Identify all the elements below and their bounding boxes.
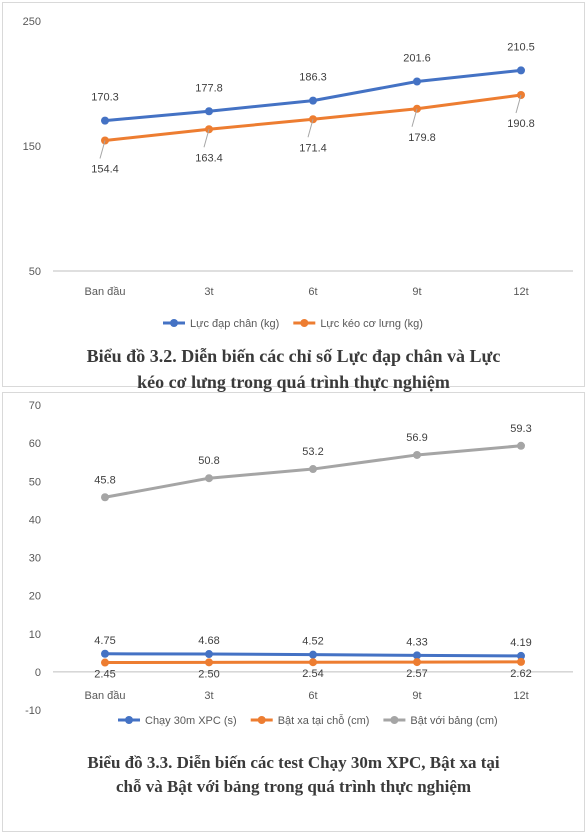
chart-2-data-label: 4.68 [198, 635, 219, 647]
chart-2-data-label: 2.62 [510, 668, 531, 680]
chart-1-data-label: 210.5 [507, 41, 535, 53]
chart-2-data-point [205, 650, 213, 659]
chart-1-data-label: 177.8 [195, 82, 223, 94]
chart-2-x-tick: 12t [513, 690, 528, 702]
chart-2-data-point [205, 474, 213, 483]
chart-2-data-point [205, 658, 213, 667]
chart-2-data-label: 59.3 [510, 423, 531, 435]
chart-1-data-point [101, 116, 109, 125]
chart-2-data-label: 45.8 [94, 474, 115, 486]
chart-2-svg: -10 0 10 20 30 40 50 60 70 Ban đầu 3t 6t 9t 12t 4.75 4.… [25, 400, 573, 727]
chart-1-y-tick: 150 [23, 141, 41, 153]
chart-2-legend-entry: Chạy 30m XPC (s) [145, 715, 237, 727]
chart-2-data-point [413, 658, 421, 667]
chart-1-data-label: 179.8 [408, 132, 436, 144]
chart-1-data-point [517, 66, 525, 75]
chart-2-data-point [101, 658, 109, 667]
chart-2-data-label: 2.45 [94, 669, 115, 681]
chart-2-data-point [309, 658, 317, 667]
chart-2-legend-entry: Bật với bảng (cm) [410, 715, 497, 727]
chart-2-y-tick: 30 [29, 553, 41, 565]
chart-2-data-point [309, 650, 317, 659]
chart-1-x-tick: 12t [513, 286, 528, 298]
chart-1-legend-entry: Lực kéo cơ lưng (kg) [320, 318, 423, 330]
chart-2-y-tick: 70 [29, 400, 41, 412]
chart-2-y-tick: 20 [29, 591, 41, 603]
chart-1-data-label: 171.4 [299, 142, 327, 154]
chart-2-data-label: 50.8 [198, 455, 219, 467]
chart-2-data-label: 4.19 [510, 637, 531, 649]
chart-1-data-point [309, 96, 317, 105]
chart-panel-1: 50 150 250 Ban đầu 3t 6t 9t 12t 170.3 177.8 186.3 2… [2, 2, 585, 392]
chart-2-data-label: 53.2 [302, 446, 323, 458]
chart-1-x-tick: 9t [412, 286, 421, 298]
chart-1-label-leader [307, 119, 314, 138]
chart-2-x-tick: 3t [204, 690, 213, 702]
chart-1-label-leader [515, 94, 522, 114]
chart-2-x-tick: 9t [412, 690, 421, 702]
chart-1-caption: Biểu đồ 3.2. Diễn biến các chỉ số Lực đạ… [3, 343, 584, 395]
chart-1-data-point [413, 77, 421, 86]
chart-2-legend-swatch-marker [257, 716, 266, 724]
chart-2-caption-line-1: Biểu đồ 3.3. Diễn biến các test Chạy 30m… [87, 753, 500, 772]
chart-1-x-tick: Ban đầu [85, 286, 126, 298]
chart-2-y-tick: 50 [29, 476, 41, 488]
chart-1-label-leader [411, 108, 418, 127]
chart-2-y-tick: 0 [35, 667, 41, 679]
chart-2-legend-swatch-marker [390, 716, 399, 724]
chart-2-data-label: 56.9 [406, 432, 427, 444]
chart-2-data-point [309, 465, 317, 474]
chart-2-data-label: 4.75 [94, 635, 115, 647]
chart-1-data-label: 170.3 [91, 92, 119, 104]
chart-1-data-label: 201.6 [403, 53, 431, 65]
chart-2-data-point [517, 441, 525, 450]
chart-2-legend-entry: Bật xa tại chỗ (cm) [278, 714, 370, 727]
chart-1-caption-line-2: kéo cơ lưng trong quá trình thực nghiệm [137, 372, 450, 392]
chart-2-data-label: 2.50 [198, 668, 219, 680]
chart-2-y-tick: 40 [29, 514, 41, 526]
chart-1-label-leader [99, 140, 106, 159]
chart-2-data-label: 4.52 [302, 636, 323, 648]
chart-1-y-tick: 250 [23, 16, 41, 28]
chart-1-data-label: 190.8 [507, 118, 535, 130]
chart-1-legend-entry: Lực đạp chân (kg) [190, 318, 279, 330]
chart-2-y-tick: 60 [29, 438, 41, 450]
chart-1-data-label: 154.4 [91, 164, 119, 176]
chart-2-data-point [101, 493, 109, 502]
chart-2-data-point [413, 651, 421, 660]
chart-2-data-point [413, 450, 421, 459]
chart-1-data-point [205, 107, 213, 116]
chart-2-x-tick: 6t [308, 690, 317, 702]
chart-1-y-tick: 50 [29, 266, 41, 278]
chart-2-legend-swatch-marker [125, 716, 133, 724]
chart-2-y-tick: 10 [29, 629, 41, 641]
chart-1-legend-swatch-marker [300, 319, 309, 327]
chart-1-data-label: 163.4 [195, 152, 223, 164]
chart-1-x-tick: 6t [308, 286, 317, 298]
chart-1-caption-line-1: Biểu đồ 3.2. Diễn biến các chỉ số Lực đạ… [86, 346, 501, 366]
chart-2-data-point [517, 657, 525, 666]
chart-2-data-label: 2.54 [302, 668, 323, 680]
chart-2-y-tick: -10 [25, 705, 41, 717]
chart-1-legend-swatch-marker [170, 319, 178, 327]
chart-1-x-tick: 3t [204, 286, 213, 298]
chart-2-caption: Biểu đồ 3.3. Diễn biến các test Chạy 30m… [3, 751, 584, 799]
chart-1-label-leader [203, 129, 210, 148]
chart-1-data-label: 186.3 [299, 72, 327, 84]
chart-2-caption-line-2: chỗ và Bật với bảng trong quá trình thực… [115, 777, 472, 796]
chart-2-x-tick: Ban đầu [85, 690, 126, 702]
chart-2-data-label: 2.57 [406, 668, 427, 680]
chart-2-data-point [101, 649, 109, 658]
chart-2-data-label: 4.33 [406, 636, 427, 648]
chart-panel-2: -10 0 10 20 30 40 50 60 70 Ban đầu 3t 6t 9t 12t 4.75 4.… [2, 392, 585, 832]
chart-1-svg: 50 150 250 Ban đầu 3t 6t 9t 12t 170.3 177.8 186.3 2… [23, 16, 573, 330]
chart-2-data-point [517, 651, 525, 660]
